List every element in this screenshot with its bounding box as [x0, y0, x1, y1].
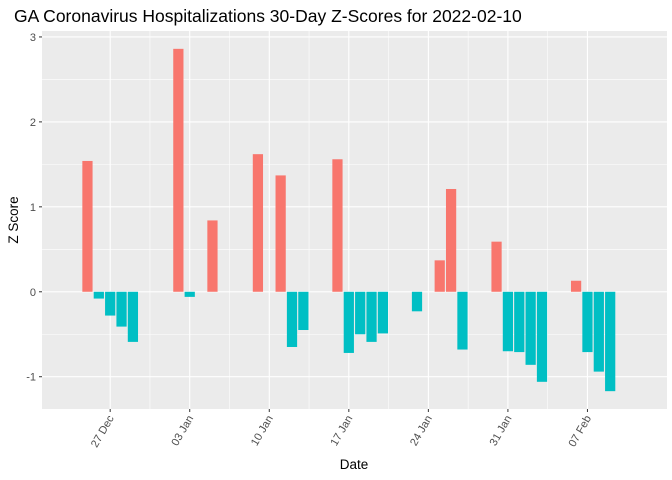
bar-positive: [332, 159, 343, 292]
x-tick-label: 31 Jan: [488, 414, 515, 449]
bar-negative: [366, 291, 377, 342]
bar-negative: [514, 291, 525, 353]
bar-negative: [593, 291, 604, 372]
bar-positive: [434, 260, 445, 292]
x-tick-label: 03 Jan: [169, 414, 196, 449]
bar-negative: [377, 291, 389, 334]
bar-negative: [525, 291, 536, 365]
minor-gridlines: [42, 31, 667, 409]
x-axis: 27 Dec 03 Jan 10 Jan 17 Jan 24 Jan 31 Jan 07 F…: [89, 409, 594, 450]
bar-negative: [93, 291, 104, 299]
bar-positive: [207, 220, 218, 292]
plot-panel: [42, 31, 667, 409]
bar-positive: [570, 280, 582, 292]
bar-negative: [184, 291, 195, 297]
x-axis-title: Date: [340, 457, 369, 472]
bar-negative: [343, 291, 354, 353]
y-axis-title: Z Score: [6, 196, 21, 243]
bar-positive: [275, 175, 286, 292]
x-tick-label: 10 Jan: [249, 414, 276, 449]
x-tick-label: 27 Dec: [89, 413, 117, 450]
bar-negative: [127, 291, 139, 342]
bar-negative: [105, 291, 116, 316]
bar-negative: [116, 291, 127, 327]
bar-positive: [491, 241, 502, 292]
x-tick-label: 07 Feb: [567, 414, 595, 450]
y-tick-label: -1: [26, 372, 36, 384]
x-tick-label: 17 Jan: [329, 414, 356, 449]
bar-negative: [582, 291, 593, 353]
bar-negative: [457, 291, 468, 350]
bar-positive: [173, 48, 184, 292]
bar-negative: [286, 291, 298, 347]
bar-negative: [605, 291, 616, 392]
bar-negative: [536, 291, 548, 382]
bar-negative: [355, 291, 366, 335]
y-tick-label: 3: [30, 32, 36, 44]
y-tick-label: 0: [30, 287, 36, 299]
bar-positive: [445, 188, 457, 292]
y-tick-label: 2: [30, 117, 36, 129]
y-tick-label: 1: [30, 202, 36, 214]
x-tick-label: 24 Jan: [408, 414, 435, 449]
y-axis: -1 0 1 2 3: [26, 32, 42, 384]
chart-title: GA Coronavirus Hospitalizations 30-Day Z…: [14, 6, 522, 26]
bars-layer: [82, 48, 616, 392]
bar-negative: [411, 291, 423, 312]
bar-positive: [82, 160, 93, 292]
bar-negative: [502, 291, 514, 352]
bar-positive: [252, 154, 264, 292]
bar-negative: [298, 291, 309, 331]
